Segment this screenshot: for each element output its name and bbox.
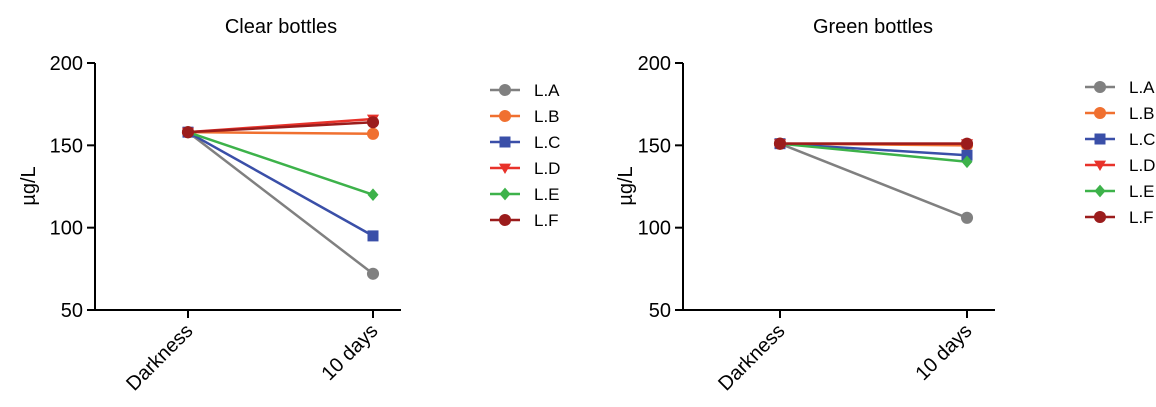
legend-marker [1093, 106, 1107, 120]
legend-marker [499, 187, 511, 201]
legend-item: L.D [490, 159, 560, 178]
data-point-lf [773, 137, 787, 150]
y-tick-label: 200 [50, 53, 83, 75]
legend-label: L.C [1129, 130, 1155, 149]
legend-marker [498, 163, 512, 175]
x-tick-label: 10 days [911, 320, 976, 385]
series-line-le [187, 130, 374, 196]
legend-item: L.C [490, 133, 560, 152]
y-tick-label: 100 [50, 218, 83, 240]
legend: L.A L.B L.C L.D L.E L.F [1085, 78, 1155, 227]
legend-label: L.A [1129, 78, 1155, 97]
data-point-lf [366, 116, 380, 129]
data-point-lf [181, 126, 195, 139]
x-tick-label: Darkness [122, 320, 197, 395]
legend-label: L.E [1129, 182, 1155, 201]
y-axis-label: µg/L [18, 166, 40, 205]
series-line-lf [187, 121, 374, 134]
legend-item: L.E [1085, 182, 1155, 201]
y-tick-label: 150 [50, 135, 83, 157]
legend-label: L.E [534, 185, 560, 204]
legend-marker [498, 213, 512, 227]
data-point-le [367, 188, 379, 202]
series-line-lb [187, 130, 374, 136]
data-point-lc [367, 230, 379, 242]
legend-label: L.C [534, 133, 560, 152]
legend-label: L.F [1129, 208, 1154, 227]
y-axis-label: µg/L [615, 166, 637, 205]
legend-marker [1093, 160, 1107, 172]
data-point-lf [960, 137, 974, 150]
legend-item: L.D [1085, 156, 1155, 175]
legend-label: L.F [534, 211, 559, 230]
data-point-lb [366, 127, 380, 140]
legend-marker [498, 83, 512, 97]
legend-label: L.B [534, 107, 560, 126]
y-tick-label: 200 [638, 53, 671, 75]
y-tick-label: 50 [61, 300, 83, 322]
green-bottles-chart: Green bottles µg/L 50 100 150 200 Darkness 10… [615, 16, 1155, 395]
legend-label: L.A [534, 81, 560, 100]
legend-item: L.C [1085, 130, 1155, 149]
legend-item: L.E [490, 185, 560, 204]
legend-marker [499, 136, 511, 148]
legend-item: L.F [490, 211, 559, 230]
series-line-le [779, 142, 968, 164]
legend-marker [498, 109, 512, 123]
series-line-lc [187, 131, 374, 237]
y-tick-label: 50 [649, 300, 671, 322]
data-point-lc [961, 149, 973, 161]
legend-label: L.D [1129, 156, 1155, 175]
legend-item: L.B [490, 107, 560, 126]
data-point-le [961, 155, 973, 169]
y-tick-label: 150 [638, 135, 671, 157]
legend-item: L.A [1085, 78, 1155, 97]
x-tick-label: Darkness [714, 320, 789, 395]
legend-item: L.F [1085, 208, 1154, 227]
y-tick-label: 100 [638, 218, 671, 240]
data-point-la [366, 267, 380, 280]
legend: L.A L.B L.C L.D L.E L.F [490, 81, 560, 230]
clear-bottles-chart: Clear bottles µg/L 50 100 150 200 Darkness 10… [18, 16, 560, 395]
legend-label: L.D [534, 159, 560, 178]
legend-marker [1093, 80, 1107, 94]
legend-item: L.B [1085, 104, 1155, 123]
data-point-la [960, 211, 974, 224]
legend-marker [1094, 184, 1106, 198]
series-line-la [779, 142, 968, 219]
chart-title: Clear bottles [225, 16, 337, 38]
chart-title: Green bottles [813, 16, 933, 38]
x-tick-label: 10 days [317, 320, 382, 385]
legend-marker [1093, 210, 1107, 224]
series-line-la [187, 131, 374, 275]
legend-marker [1094, 133, 1106, 145]
legend-label: L.B [1129, 104, 1155, 123]
legend-item: L.A [490, 81, 560, 100]
